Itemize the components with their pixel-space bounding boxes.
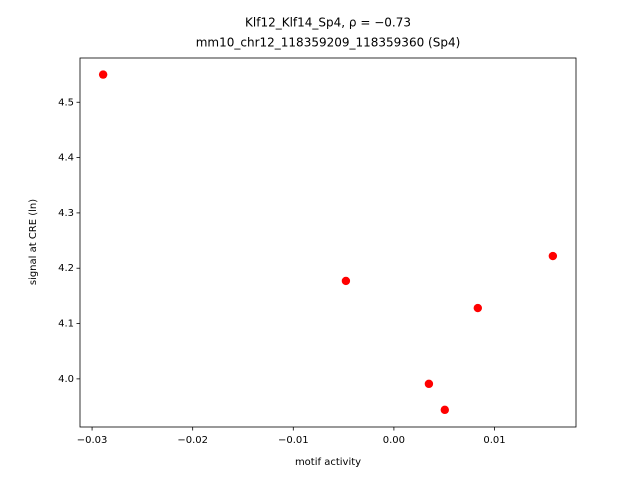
y-tick-label: 4.3: [58, 208, 74, 219]
point: [440, 405, 450, 415]
point: [473, 303, 483, 313]
chart-subtitle: mm10_chr12_118359209_118359360 (Sp4): [196, 36, 461, 50]
x-tick-label: 0.01: [483, 435, 505, 446]
y-tick-label: 4.5: [58, 97, 74, 108]
point: [341, 276, 351, 286]
y-tick-label: 4.0: [58, 374, 74, 385]
y-tick-label: 4.2: [58, 263, 74, 274]
x-tick-label: −0.01: [278, 435, 309, 446]
plot-frame: [79, 57, 577, 428]
y-tick-label: 4.1: [58, 319, 74, 330]
chart-title: Klf12_Klf14_Sp4, ρ = −0.73: [245, 16, 411, 30]
x-tick-label: −0.02: [177, 435, 208, 446]
y-axis-label: signal at CRE (ln): [28, 199, 39, 285]
point: [98, 70, 108, 79]
y-tick-label: 4.4: [58, 153, 74, 164]
x-axis-label: motif activity: [295, 457, 361, 468]
point: [424, 379, 434, 389]
x-tick-label: 0.00: [383, 435, 405, 446]
point: [548, 251, 558, 261]
x-tick-label: −0.03: [77, 435, 108, 446]
